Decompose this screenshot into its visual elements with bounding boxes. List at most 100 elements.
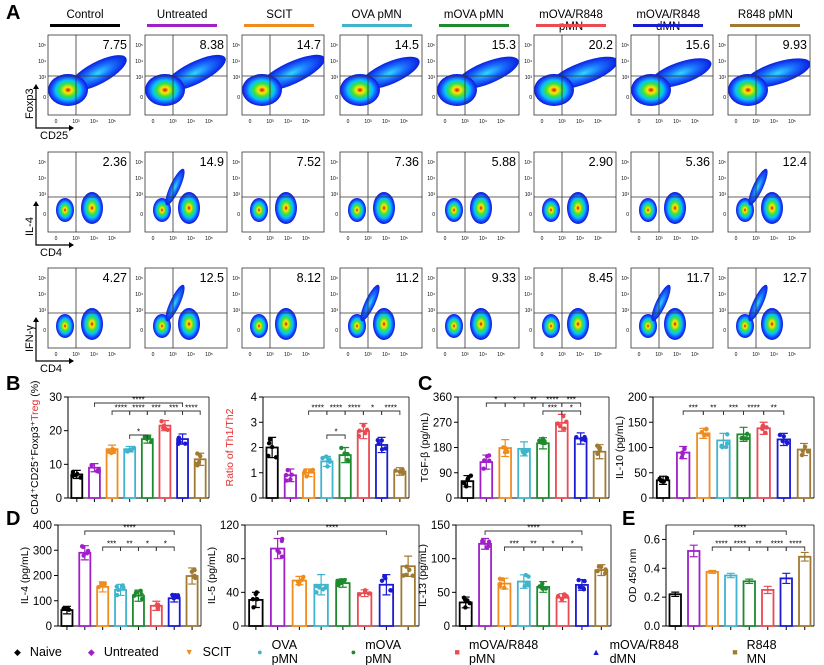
plot-frame [241, 267, 325, 349]
x-tick-label: 10⁴ [382, 352, 390, 358]
data-point [320, 587, 326, 592]
y-tick-label: 10³ [330, 192, 338, 198]
y-tick-label: 100 [431, 554, 450, 566]
data-point [481, 466, 486, 471]
significance-label: ** [530, 540, 536, 549]
error-bar [689, 544, 698, 558]
y-tick-label: 10⁴ [427, 176, 435, 182]
x-tick-label: 10⁵ [205, 236, 213, 242]
cell-density [736, 168, 784, 224]
data-point [481, 458, 487, 463]
column-header: SCIT [266, 9, 293, 21]
x-tick-label: 10⁵ [497, 352, 505, 358]
x-tick-label: 0 [443, 119, 446, 125]
data-point [498, 581, 503, 586]
significance-label: * [513, 396, 516, 405]
y-axis-label: CD4⁺CD25⁺Foxp3⁺Treg (%) [29, 380, 41, 514]
bar-mova-pmn [536, 442, 550, 499]
legend-marker-icon: ▼ [184, 647, 194, 657]
y-tick-label: 10⁴ [621, 292, 629, 298]
significance-label: **** [771, 540, 783, 549]
x-tick-label: 10⁴ [673, 119, 681, 125]
quadrant-percentage: 8.45 [589, 271, 613, 285]
x-tick-label: 0 [638, 119, 641, 125]
cell-density [436, 56, 519, 106]
y-tick-label: 10³ [330, 308, 338, 314]
significance-bracket [182, 410, 201, 415]
data-point [502, 585, 507, 590]
y-tick-label: 10⁴ [233, 59, 241, 65]
data-point [661, 479, 666, 484]
data-point [480, 539, 485, 545]
quadrant-percentage: 11.7 [687, 271, 710, 285]
y-tick-label: 10⁴ [135, 176, 143, 182]
x-tick-label: 10³ [656, 236, 664, 242]
y-tick-label: 10⁴ [38, 292, 46, 298]
plot-frame [727, 267, 811, 349]
x-tick-label: 10⁵ [497, 236, 505, 242]
data-point [175, 593, 181, 598]
data-point [484, 545, 490, 550]
legend-label: SCIT [202, 645, 232, 659]
legend-marker-icon: ■ [732, 647, 738, 657]
y-tick-label: 10⁴ [233, 176, 241, 182]
data-point [361, 423, 366, 428]
column-header: mOVA pMN [443, 9, 504, 21]
y-tick-label: 0 [446, 493, 452, 505]
x-tick-label: 0 [152, 352, 155, 358]
chart-il5: 0 40 80 120 IL-5 (pg/mL) **** [206, 520, 420, 633]
x-tick-label: 10³ [170, 119, 178, 125]
cell-density [736, 284, 784, 340]
data-point [356, 433, 362, 439]
bar-mova-r848-dmn [779, 577, 793, 627]
data-point [404, 564, 409, 569]
y-tick-label: 10³ [330, 75, 338, 81]
data-point [64, 606, 69, 611]
legend-item: ■ R848 MN [732, 638, 798, 665]
y-tick-label: 0 [238, 212, 241, 218]
error-bar [317, 574, 326, 596]
data-point [314, 590, 319, 595]
cell-density [631, 58, 712, 106]
y-tick-label: 0 [251, 493, 257, 505]
y-tick-label: 10⁴ [719, 176, 727, 182]
significance-label: * [571, 540, 574, 549]
data-point [285, 467, 290, 473]
data-point [555, 421, 560, 426]
x-tick-label: 10⁴ [187, 119, 195, 125]
x-tick-label: 10⁴ [187, 352, 195, 358]
bar-mova-r848-pmn [356, 430, 370, 499]
flow-plot: 14.7 10⁵ 10⁴ 10³ 0 0 10³ 10⁴ 10⁵ [233, 34, 325, 125]
x-tick-label: 10³ [170, 352, 178, 358]
panel-label-b: B [6, 373, 21, 395]
x-tick-label: 10³ [461, 119, 469, 125]
data-point [159, 419, 164, 424]
panel-label-d: D [6, 508, 21, 530]
x-tick-label: 0 [735, 352, 738, 358]
x-tick-label: 10⁵ [594, 119, 602, 125]
data-point [73, 473, 78, 478]
significance-label: *** [729, 404, 738, 413]
x-tick-label: 10⁵ [691, 236, 699, 242]
data-point [250, 596, 256, 602]
data-point [163, 426, 168, 432]
bar-mova-r848-dmn [575, 584, 589, 627]
x-tick-label: 10³ [267, 119, 275, 125]
y-tick-label: 10³ [525, 75, 533, 81]
data-point [120, 583, 125, 588]
x-tick-label: 0 [152, 119, 155, 125]
y-tick-label: 10³ [622, 75, 630, 81]
data-point [487, 458, 492, 463]
column-header: R848 pMN [737, 9, 793, 21]
x-tick-label: 0 [249, 236, 252, 242]
arrow-up-icon [33, 317, 39, 322]
axis-arrows [35, 202, 73, 246]
legend-marker-icon: ◆ [87, 646, 95, 657]
data-point [602, 571, 608, 576]
data-point [744, 436, 750, 441]
significance-label: ** [771, 404, 777, 413]
quadrant-percentage: 8.12 [297, 271, 321, 285]
flow-plot: 14.5 10⁵ 10⁴ 10³ 0 0 10³ 10⁴ 10⁵ [330, 34, 422, 125]
legend-item: ● mOVA pMN [351, 638, 429, 665]
